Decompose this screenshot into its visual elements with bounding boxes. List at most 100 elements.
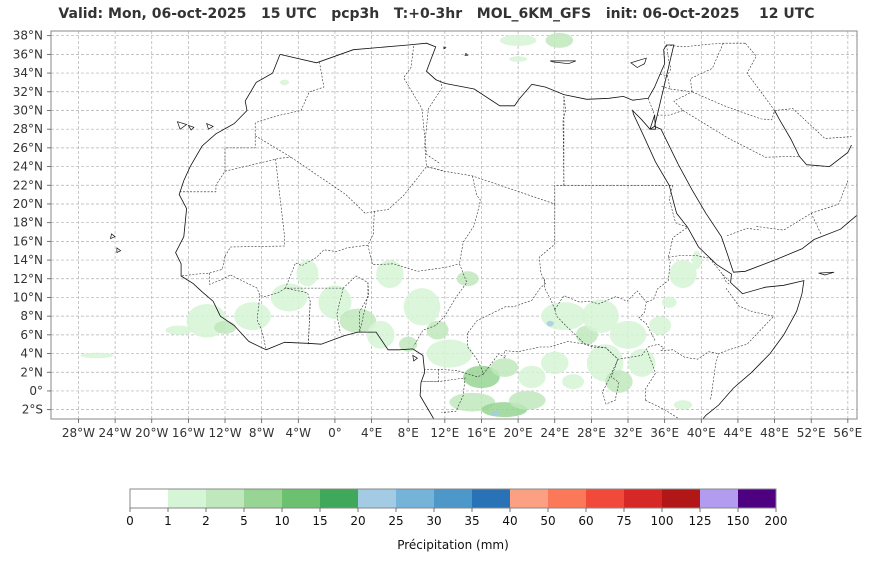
island-outline [176,121,188,130]
coastline [175,54,435,419]
lon-tick-label: 32°E [614,426,643,440]
island-outline [818,271,835,276]
precip-patch [649,316,672,335]
lat-tick-label: 18°N [13,216,43,230]
lon-tick-label: 20°E [504,426,533,440]
colorbar-tick-label: 5 [240,514,248,528]
colorbar-segment [624,489,663,508]
country-border [726,228,761,237]
country-border [403,45,441,165]
colorbar-segment [510,489,549,508]
colorbar-segment [358,489,397,508]
lat-tick-label: 2°S [22,403,43,417]
precip-patch [545,32,574,48]
colorbar-segment [168,489,207,508]
lon-tick-label: 8°E [398,426,419,440]
lon-tick-label: 52°E [797,426,826,440]
colorbar-tick-label: 100 [651,514,674,528]
country-border [359,282,369,333]
colorbar-segment [320,489,359,508]
latitude-tick-labels: 38°N 36°N 34°N 32°N 30°N 28°N 26°N 24°N 22°N 20°N… [13,29,51,417]
lon-tick-label: 4°W [286,426,312,440]
lat-tick-label: 24°N [13,160,43,174]
country-border [255,61,325,123]
precip-patch [605,370,633,393]
lat-tick-label: 16°N [13,234,43,248]
precip-patch [463,365,500,389]
grid-lines [51,31,857,419]
country-border [811,180,849,214]
lat-tick-label: 22°N [13,178,43,192]
country-border [774,108,852,139]
lat-tick-label: 8°N [20,309,43,323]
colorbar-tick-label: 1 [164,514,172,528]
country-border [467,204,556,334]
colorbar-tick-label: 200 [765,514,788,528]
country-border [224,158,285,257]
lat-tick-label: 36°N [13,47,43,61]
precip-patch [518,365,546,389]
lon-tick-label: 8°W [249,426,275,440]
lon-tick-label: 56°E [833,426,862,440]
lon-tick-label: 12°W [208,426,241,440]
precip-patch [376,260,404,289]
lon-tick-label: 36°E [650,426,679,440]
precip-patch [673,400,693,410]
country-border [179,122,256,193]
country-border [645,350,656,401]
lat-tick-label: 34°N [13,66,43,80]
colorbar-tick-label: 50 [540,514,555,528]
precip-patch [508,390,546,410]
country-border [756,212,822,235]
lat-tick-label: 28°N [13,122,43,136]
country-border [224,156,292,172]
precip-patch [399,336,418,352]
colorbar-tick-label: 10 [274,514,289,528]
colorbar-segment [662,489,701,508]
colorbar-tick-label: 150 [727,514,750,528]
map-frame [50,30,858,420]
country-border [459,175,481,264]
precip-patch [490,358,519,377]
country-border [181,256,226,277]
colorbar-segment [738,489,777,508]
lon-tick-label: 20°W [135,426,168,440]
precip-patch [692,250,702,270]
island-outline [110,233,116,240]
precip-patch [296,260,319,287]
country-border [421,369,466,413]
country-border [562,96,566,186]
coastlines [110,42,857,419]
lon-tick-label: 44°E [724,426,753,440]
precip-patch [541,351,569,375]
precip-patch [318,285,352,319]
lon-tick-label: 24°W [99,426,132,440]
country-border [483,341,619,375]
colorbar-segment [472,489,511,508]
colorbar-label: Précipitation (mm) [397,538,509,552]
island-outline [412,354,419,362]
country-border [209,273,231,285]
lon-tick-label: 24°E [540,426,569,440]
map-title: Valid: Mon, 06-oct-2025 15 UTC pcp3h T:+… [58,6,815,22]
island-outline [630,57,647,68]
colorbar-tick-label: 60 [578,514,593,528]
lon-tick-label: 12°E [430,426,459,440]
country-border [645,400,680,419]
precip-patch [499,34,537,46]
colorbar-frame [129,488,777,509]
country-border [689,43,724,92]
island-outline [464,52,469,56]
precip-patch [80,352,114,359]
colorbar-tick-label: 0 [126,514,134,528]
precip-patch [366,320,395,349]
lat-tick-label: 2°N [20,365,43,379]
colorbar-segment [434,489,473,508]
country-border [554,290,656,342]
country-border [654,88,694,116]
lon-tick-label: 16°E [467,426,496,440]
country-border [230,274,370,333]
country-border [336,288,344,334]
lat-tick-label: 14°N [13,253,43,267]
